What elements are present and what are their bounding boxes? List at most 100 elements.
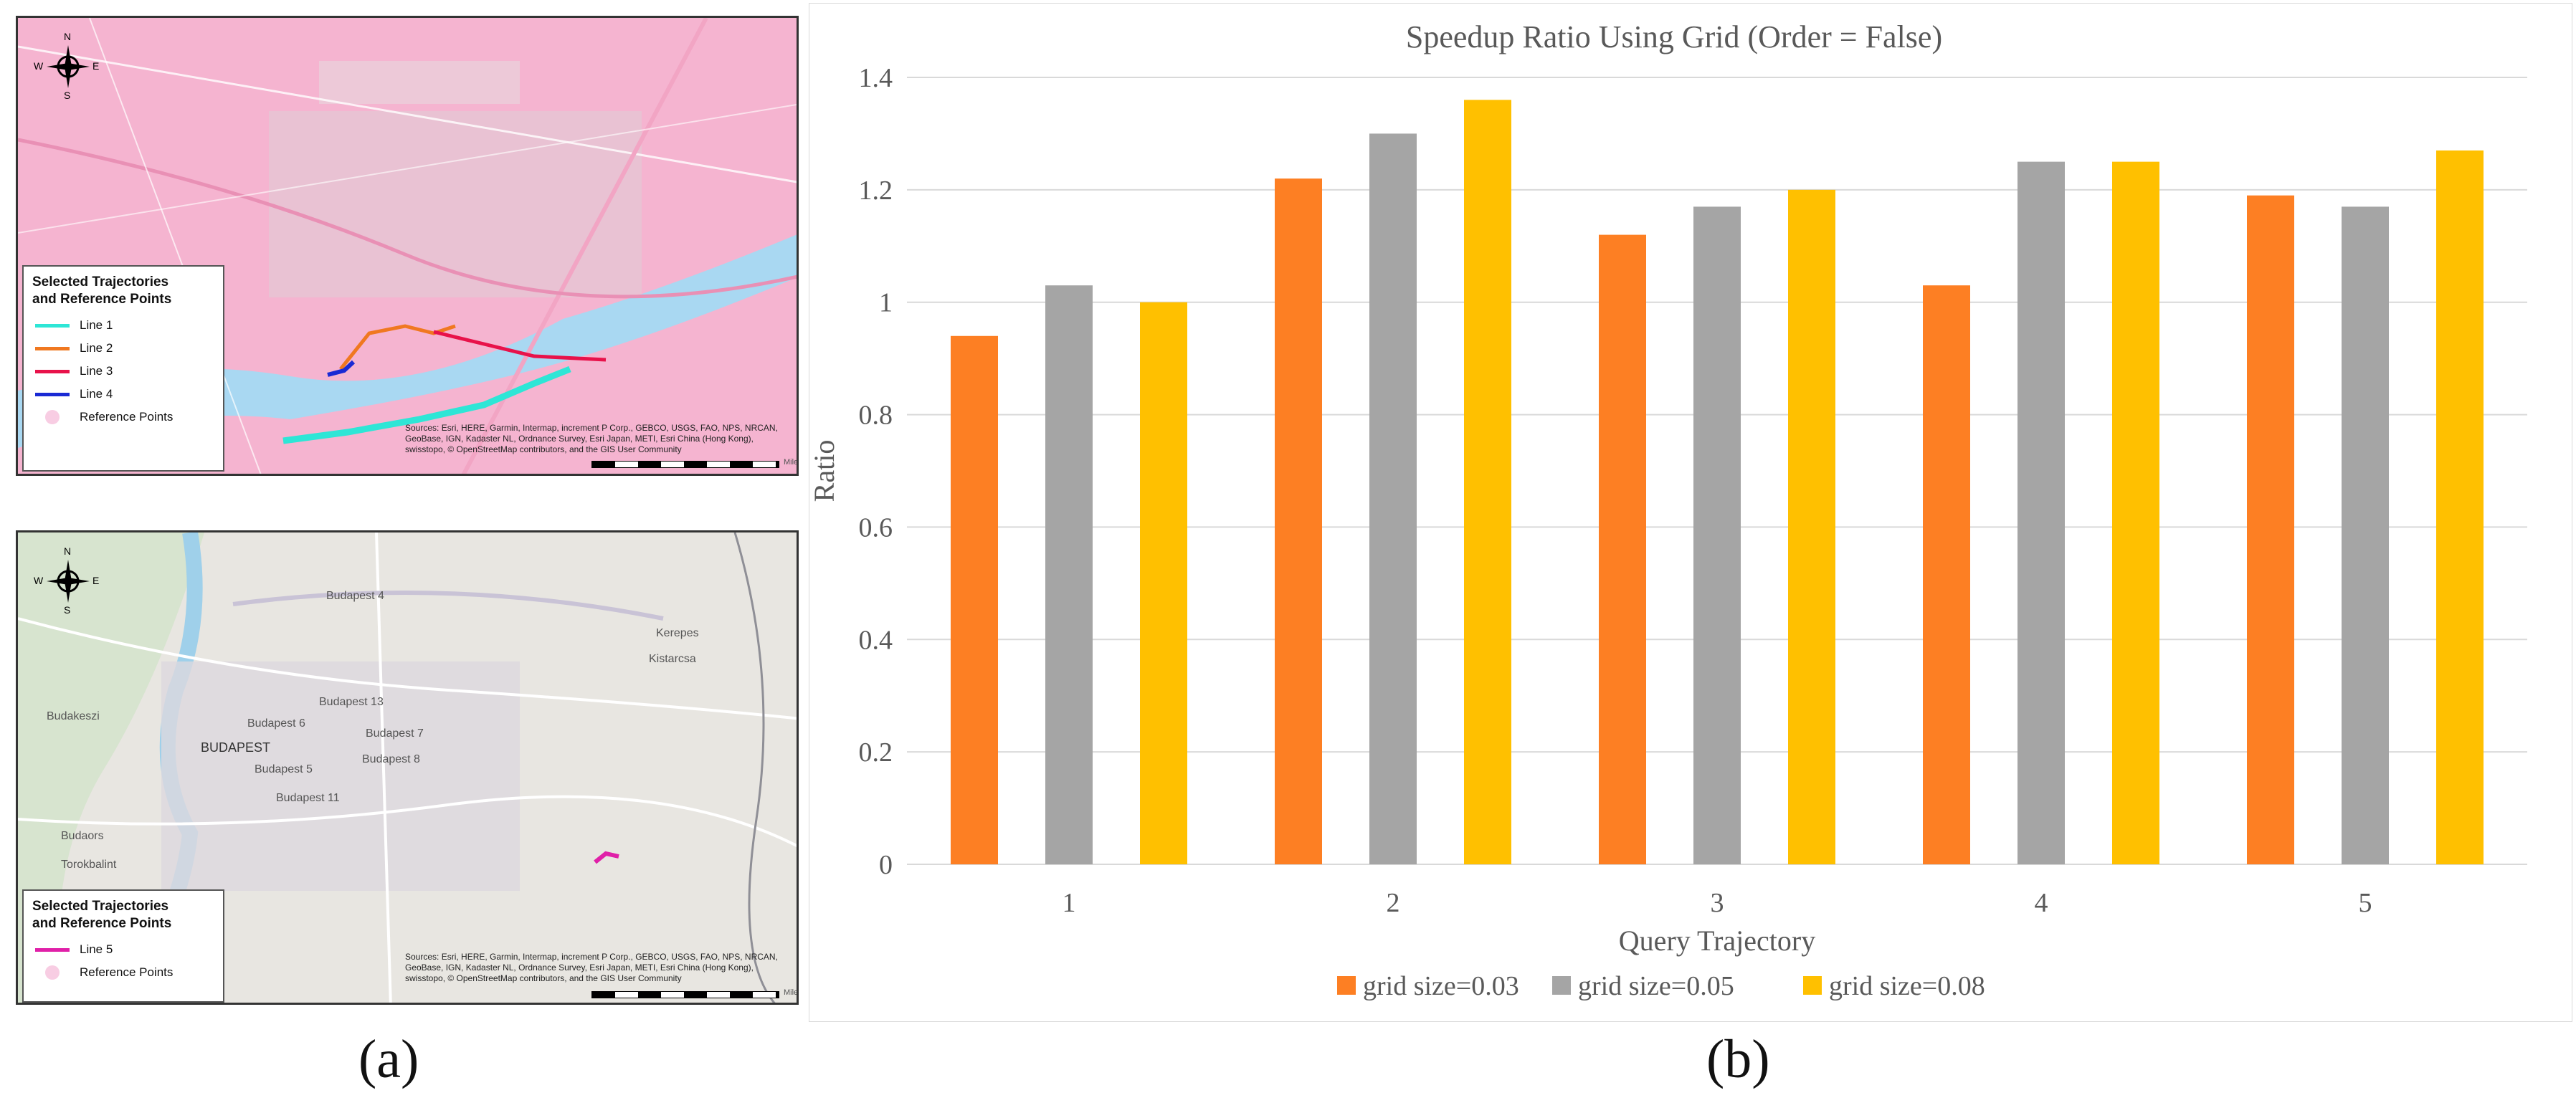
y-tick-label: 0.6 — [859, 512, 893, 543]
bar-series-1-cat-5 — [2247, 195, 2294, 864]
place-label: Budaors — [61, 830, 104, 842]
y-axis-label: Ratio — [808, 440, 840, 502]
caption-a: (a) — [358, 1029, 419, 1089]
trajectory-line-4 — [327, 360, 356, 377]
trajectory-line-1 — [282, 366, 571, 444]
bar-series-2-cat-2 — [1369, 133, 1417, 864]
place-label: Kerepes — [656, 627, 699, 639]
legend-label: Line 1 — [80, 318, 113, 332]
x-tick-label: 5 — [2359, 888, 2372, 918]
line-5-swatch — [35, 947, 70, 952]
y-tick-label: 0.2 — [859, 737, 893, 768]
place-label: BUDAPEST — [201, 740, 271, 755]
y-tick-label: 1.2 — [859, 176, 893, 206]
place-label: Budapest 5 — [255, 763, 313, 775]
legend-label: Line 5 — [80, 942, 113, 956]
bar-series-1-cat-2 — [1275, 178, 1322, 864]
legend-label-1: grid size=0.03 — [1363, 971, 1519, 1001]
place-label: Torokbalint — [61, 859, 117, 871]
legend-label: Line 3 — [80, 364, 113, 378]
place-label: Budapest 7 — [366, 727, 424, 740]
top-map-legend: Selected Trajectories and Reference Poin… — [22, 265, 224, 472]
place-label: Budapest 13 — [319, 696, 384, 708]
bar-series-3-cat-1 — [1140, 302, 1187, 864]
legend-label: Reference Points — [80, 965, 174, 979]
x-tick-label: 1 — [1063, 888, 1076, 918]
bar-series-2-cat-5 — [2342, 206, 2389, 864]
y-tick-label: 1.4 — [859, 63, 893, 93]
chart-frame — [809, 3, 2572, 1022]
bar-series-1-cat-1 — [951, 335, 998, 864]
y-tick-label: 0.4 — [859, 625, 893, 655]
legend-label-3: grid size=0.08 — [1829, 971, 1985, 1001]
line-2-swatch — [35, 346, 70, 350]
place-label: Budapest 8 — [362, 753, 420, 765]
map-bottom[interactable]: Budapest 4 Budapest 13 Budapest 6 BUDAPE… — [16, 530, 799, 1005]
reference-point-icon — [45, 965, 60, 980]
legend-item-line-4: Line 4 — [32, 383, 214, 406]
compass-n: N — [64, 31, 72, 42]
speedup-bar-chart: Speedup Ratio Using Grid (Order = False)… — [808, 19, 2527, 1001]
compass-w: W — [34, 575, 44, 586]
scale-unit: Miles — [784, 458, 799, 467]
y-tick-label: 1 — [879, 288, 893, 318]
trajectory-line-2 — [339, 324, 456, 371]
legend-label: Line 4 — [80, 387, 113, 401]
compass-e: E — [92, 60, 100, 72]
place-label: Kistarcsa — [649, 653, 696, 665]
bottom-map-basemap — [18, 532, 797, 1003]
map-attribution: Sources: Esri, HERE, Garmin, Intermap, i… — [405, 423, 778, 454]
legend-item-line-3: Line 3 — [32, 360, 214, 383]
legend-label: Reference Points — [80, 410, 174, 424]
bar-series-1-cat-4 — [1923, 285, 1970, 865]
scale-unit: Miles — [784, 988, 799, 997]
compass-rose: N S E W — [32, 545, 104, 617]
bottom-map-legend: Selected Trajectories and Reference Poin… — [22, 889, 224, 1003]
legend-label: Line 2 — [80, 341, 113, 355]
map-attribution: Sources: Esri, HERE, Garmin, Intermap, i… — [405, 952, 778, 983]
bar-series-3-cat-3 — [1788, 189, 1835, 864]
x-tick-label: 4 — [2035, 888, 2048, 918]
x-tick-label: 2 — [1387, 888, 1400, 918]
legend-swatch-2 — [1552, 976, 1571, 995]
map-top[interactable]: N S E W Selected Trajectories and Refere… — [16, 16, 799, 476]
legend-item-line-5: Line 5 — [32, 938, 214, 961]
legend-swatch-1 — [1337, 976, 1356, 995]
chart-title: Speedup Ratio Using Grid (Order = False) — [1406, 19, 1942, 54]
bar-series-2-cat-4 — [2017, 161, 2065, 865]
legend-item-line-1: Line 1 — [32, 314, 214, 337]
place-label: Budapest 11 — [276, 792, 340, 804]
compass-icon — [47, 45, 90, 88]
line-4-swatch — [35, 392, 70, 396]
bar-series-2-cat-1 — [1045, 285, 1093, 865]
compass-icon — [47, 560, 90, 603]
line-3-swatch — [35, 369, 70, 373]
bar-series-3-cat-4 — [2112, 161, 2159, 865]
legend-swatch-3 — [1803, 976, 1822, 995]
bar-series-3-cat-2 — [1464, 100, 1511, 864]
compass-rose: N S E W — [32, 31, 104, 102]
compass-w: W — [34, 60, 44, 72]
legend-item-reference: Reference Points — [32, 961, 214, 984]
compass-s: S — [64, 604, 71, 616]
scale-bar — [591, 461, 779, 468]
reference-point-icon — [45, 410, 60, 424]
bar-series-1-cat-3 — [1599, 234, 1646, 865]
place-label: Budapest 6 — [247, 717, 305, 730]
compass-e: E — [92, 575, 100, 586]
legend-title: Selected Trajectories and Reference Poin… — [32, 274, 172, 307]
legend-item-line-2: Line 2 — [32, 337, 214, 360]
trajectory-line-3 — [433, 330, 607, 362]
bar-series-2-cat-3 — [1693, 206, 1741, 864]
place-label: Budapest 4 — [326, 590, 384, 602]
legend-item-reference: Reference Points — [32, 406, 214, 429]
legend-label-2: grid size=0.05 — [1578, 971, 1734, 1001]
line-1-swatch — [35, 323, 70, 328]
place-label: Budakeszi — [47, 710, 100, 722]
y-tick-label: 0 — [879, 850, 893, 880]
legend-title: Selected Trajectories and Reference Poin… — [32, 899, 172, 931]
x-tick-label: 3 — [1711, 888, 1724, 918]
trajectory-line-5 — [594, 851, 619, 864]
scale-bar — [591, 991, 779, 998]
x-axis-label: Query Trajectory — [1619, 925, 1815, 957]
